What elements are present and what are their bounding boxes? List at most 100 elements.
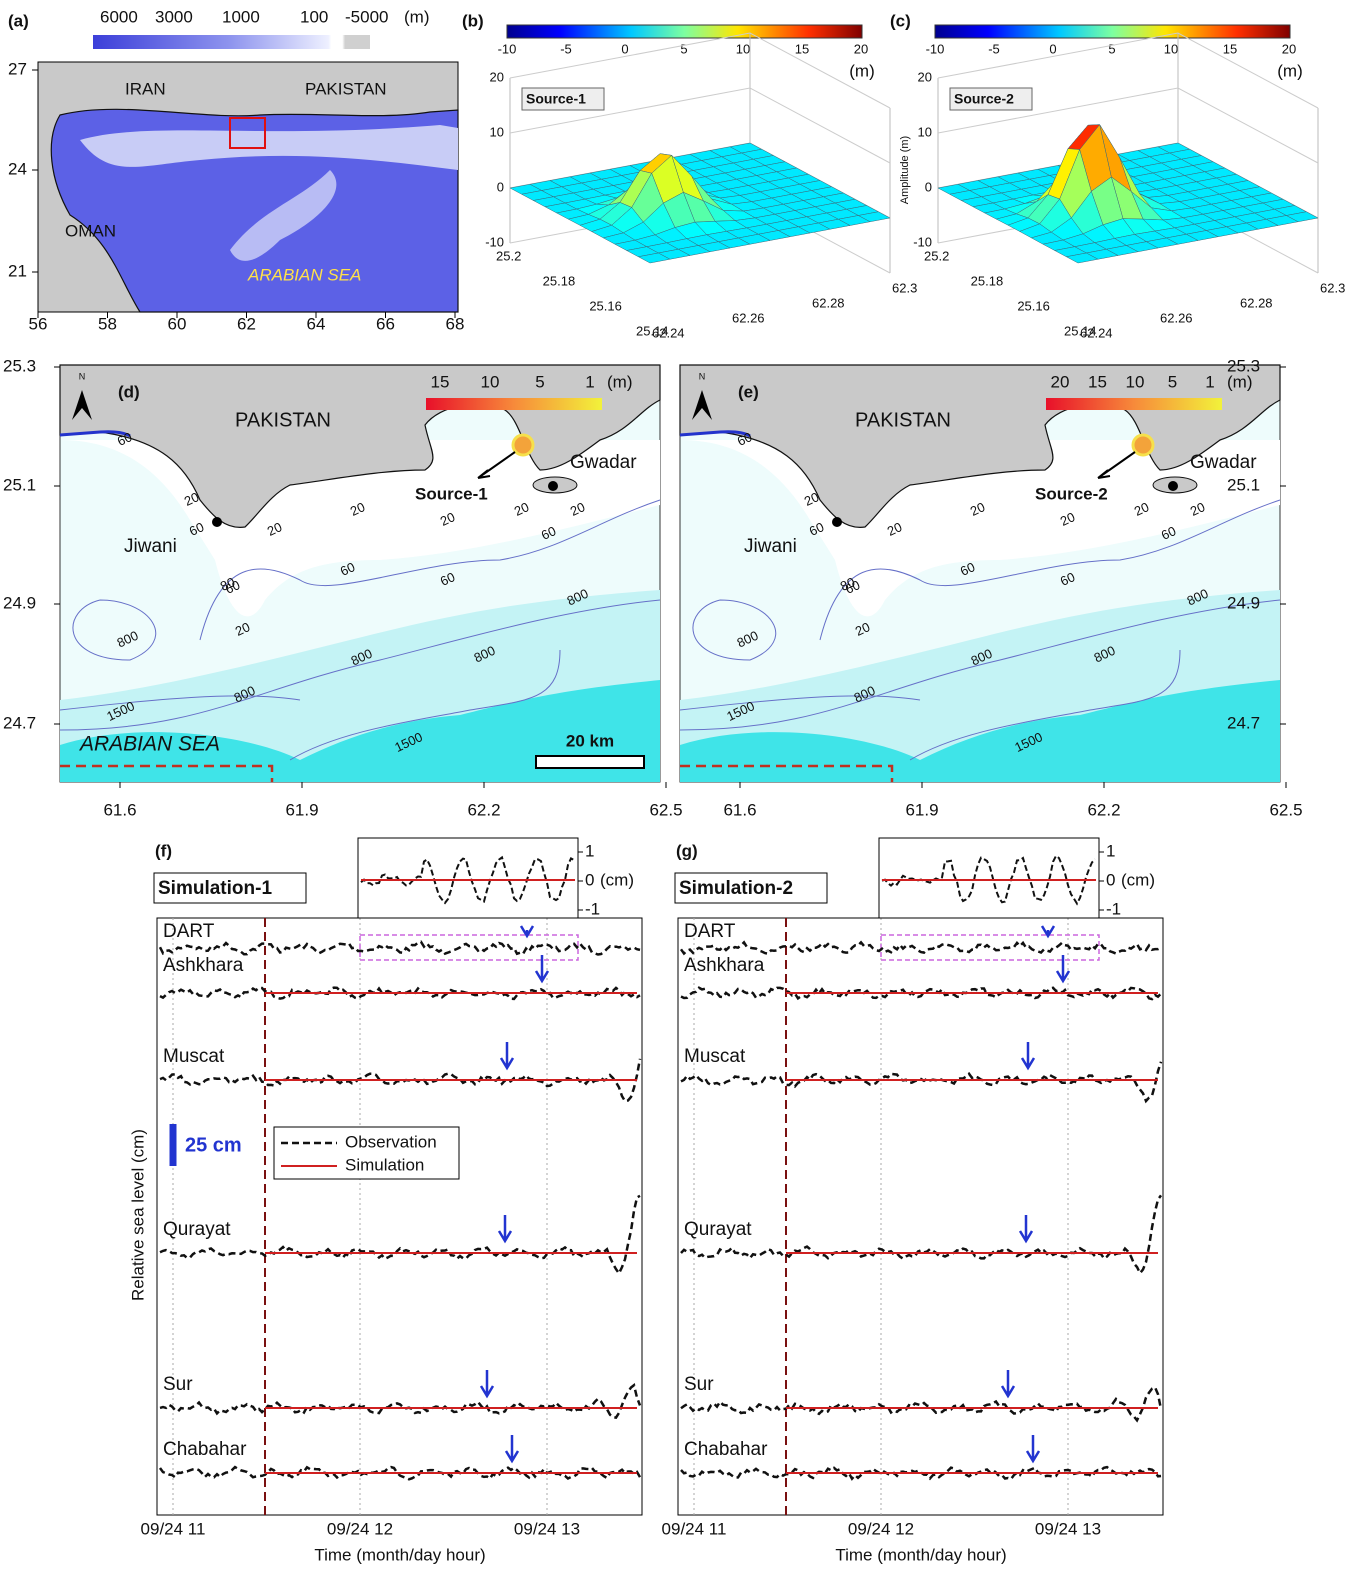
- town: [1168, 481, 1178, 491]
- inset-tick: 1: [1106, 841, 1115, 860]
- colorbar-label: 1000: [222, 7, 260, 26]
- arrival-arrow: [499, 1042, 515, 1071]
- contour: [679, 599, 1281, 731]
- tick-label: 10: [918, 124, 932, 139]
- town-label: Gwadar: [570, 452, 637, 473]
- inset-window: [359, 934, 579, 961]
- colorbar: [426, 398, 602, 410]
- label: (e): [738, 382, 759, 401]
- colorbar-tick: 0: [621, 41, 628, 56]
- unit: (m): [1227, 372, 1252, 391]
- inset-unit: (cm): [600, 870, 634, 889]
- tick-label: 62.26: [732, 310, 765, 325]
- contour-label: 60: [187, 519, 206, 539]
- axis-title: Relative sea level (cm): [128, 1129, 147, 1301]
- axis-title: Amplitude (m): [899, 136, 911, 204]
- observation: [158, 1465, 642, 1481]
- contour-label: 60: [1159, 523, 1178, 543]
- contour-label: 60: [223, 577, 242, 597]
- tick-label: 24.9: [1227, 593, 1260, 612]
- station-label: Chabahar: [163, 1439, 247, 1460]
- source-box: [521, 87, 605, 111]
- shape: [937, 87, 1319, 164]
- colorbar-tick: -10: [926, 41, 945, 56]
- tick-label: 24.7: [3, 713, 36, 732]
- tick-label: 21: [8, 261, 27, 280]
- contour-label: 60: [735, 429, 754, 449]
- tick-label: 09/24 12: [327, 1519, 393, 1538]
- colorbar-tick: 15: [795, 41, 809, 56]
- observation: [680, 1061, 1163, 1104]
- place: ARABIAN SEA: [247, 265, 361, 284]
- contour-label: 60: [807, 519, 826, 539]
- north-arrow: [692, 390, 712, 420]
- plot-frame: [156, 917, 643, 1516]
- source-box: [949, 87, 1033, 111]
- label: (f): [155, 841, 172, 860]
- source-label: Source-1: [526, 91, 586, 107]
- contour: [909, 649, 1181, 761]
- colorbar-tick: 10: [736, 41, 750, 56]
- tick-label: 61.6: [723, 800, 756, 819]
- contour-label: 20: [233, 619, 252, 639]
- observation: [680, 1385, 1163, 1423]
- surface-cell: [1065, 252, 1099, 264]
- shape: [509, 32, 891, 109]
- colorbar-tick: 20: [854, 41, 868, 56]
- scale-bar: [535, 755, 645, 769]
- tick-label: 61.9: [285, 800, 318, 819]
- colorbar-tick: 0: [1049, 41, 1056, 56]
- colorbar-label: -5000: [345, 7, 388, 26]
- source: [511, 433, 535, 457]
- north: N: [699, 371, 706, 381]
- colorbar-label: 6000: [100, 7, 138, 26]
- station-label: Muscat: [684, 1046, 746, 1067]
- tick-label: 62: [237, 314, 256, 333]
- station-label: DART: [163, 921, 215, 942]
- tick-label: 25.3: [3, 356, 36, 375]
- label: (g): [676, 841, 698, 860]
- tick-label: 25.18: [971, 273, 1004, 288]
- legend-label: Simulation: [345, 1155, 424, 1174]
- colorbar-tick: -5: [988, 41, 1000, 56]
- observation: [680, 1194, 1163, 1276]
- contour-label: 60: [338, 559, 357, 579]
- legend-label: Observation: [345, 1132, 437, 1151]
- inset-frame: [878, 837, 1100, 919]
- tick-label: 10: [490, 124, 504, 139]
- label: (b): [462, 11, 484, 30]
- unit: (m): [1277, 61, 1302, 80]
- station-label: Qurayat: [163, 1219, 231, 1240]
- contour-label: 60: [438, 569, 457, 589]
- unit: (m): [404, 7, 429, 26]
- place: IRAN: [125, 79, 166, 98]
- tick-label: 20: [490, 69, 504, 84]
- contour-label: 20: [182, 489, 201, 509]
- contour-label: 20: [1058, 509, 1077, 529]
- colorbar-tick: 15: [431, 372, 450, 391]
- boundary: [60, 764, 274, 782]
- source: [1131, 433, 1155, 457]
- contour-label: 20: [1188, 499, 1207, 519]
- colorbar: [506, 24, 863, 39]
- tick-label: 25.14: [636, 323, 669, 338]
- tick-label: 62.2: [467, 800, 500, 819]
- tick-label: -10: [913, 234, 932, 249]
- tick-label: 62.3: [1320, 280, 1345, 295]
- observation: [158, 940, 641, 956]
- plot-frame: [677, 917, 1164, 1516]
- contour-label: 20: [568, 499, 587, 519]
- inset-tick: -1: [585, 899, 600, 918]
- station-label: Qurayat: [684, 1219, 752, 1240]
- colorbar: [934, 24, 1291, 39]
- shape: [937, 32, 1319, 109]
- title-box: [153, 872, 307, 904]
- boundary: [680, 764, 894, 782]
- inset-window: [880, 934, 1100, 961]
- source-label: Source-2: [1035, 484, 1108, 503]
- colorbar-tick: 20: [1051, 372, 1070, 391]
- arrival-arrow: [1000, 1370, 1016, 1399]
- scale-label: 25 cm: [185, 1134, 242, 1156]
- tick-label: 09/24 13: [1035, 1519, 1101, 1538]
- arrow: [1097, 451, 1136, 479]
